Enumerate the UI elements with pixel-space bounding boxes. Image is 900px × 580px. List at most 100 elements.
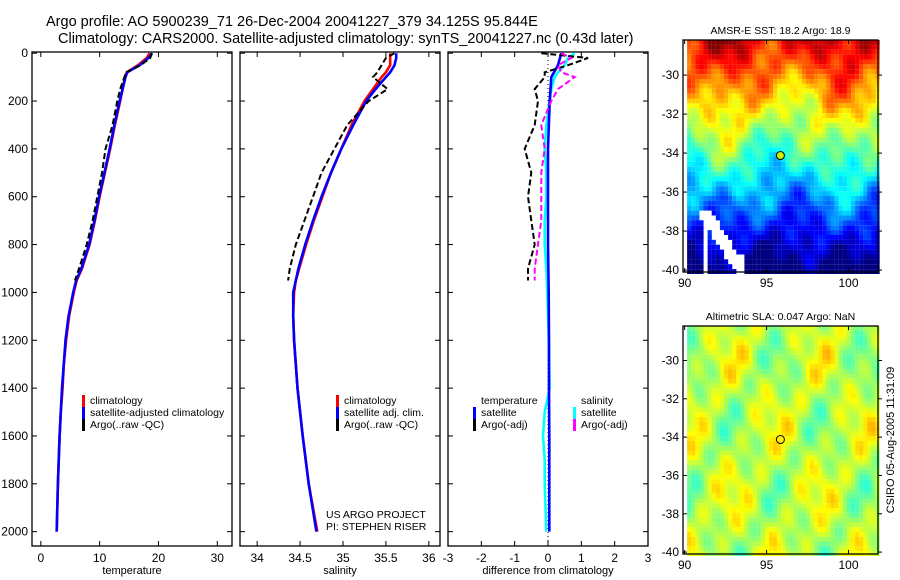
heatmap-cell	[867, 69, 872, 75]
heatmap-cell	[715, 142, 720, 148]
heatmap-cell	[789, 83, 794, 89]
heatmap-cell	[859, 200, 864, 206]
heatmap-cell	[846, 171, 852, 177]
heatmap-cell	[871, 412, 876, 418]
heatmap-cell	[695, 326, 700, 331]
heatmap-cell	[691, 127, 696, 133]
heatmap-cell	[691, 79, 696, 84]
heatmap-cell	[703, 426, 708, 432]
heatmap-cell	[756, 512, 761, 518]
heatmap-cell	[789, 364, 794, 370]
heatmap-cell	[719, 330, 725, 336]
heatmap-cell	[728, 464, 733, 470]
heatmap-cell	[793, 431, 798, 437]
heatmap-cell	[728, 488, 733, 494]
heatmap-cell	[826, 244, 831, 250]
heatmap-cell	[838, 64, 843, 70]
heatmap-cell	[863, 417, 868, 422]
heatmap-cell	[805, 200, 811, 206]
heatmap-cell	[801, 330, 806, 336]
heatmap-cell	[687, 239, 692, 245]
heatmap-cell	[711, 412, 716, 418]
heatmap-cell	[814, 469, 819, 475]
heatmap-cell	[859, 464, 864, 470]
heatmap-cell	[793, 239, 798, 245]
heatmap-cell	[756, 157, 761, 162]
heatmap-cell	[842, 546, 847, 552]
heatmap-cell	[789, 330, 794, 336]
heatmap-cell	[711, 450, 716, 456]
heatmap-cell	[707, 335, 712, 341]
heatmap-cell	[715, 450, 720, 456]
heatmap-cell	[793, 503, 798, 509]
heatmap-cell	[855, 147, 860, 153]
heatmap-cell	[744, 93, 749, 99]
heatmap-cell	[797, 137, 802, 143]
heatmap-cell	[867, 402, 872, 408]
heatmap-cell	[805, 239, 811, 245]
heatmap-cell	[748, 122, 753, 128]
heatmap-cell	[732, 393, 737, 398]
heatmap-cell	[855, 484, 860, 489]
heatmap-cell	[867, 79, 872, 84]
heatmap-cell	[867, 464, 872, 470]
heatmap-cell	[863, 254, 868, 260]
heatmap-cell	[769, 488, 774, 494]
heatmap-cell	[728, 215, 733, 221]
heatmap-cell	[687, 532, 692, 537]
heatmap-cell	[867, 412, 872, 418]
heatmap-cell	[699, 536, 704, 542]
heatmap-cell	[748, 426, 753, 432]
heatmap-cell	[699, 441, 704, 446]
heatmap-cell	[744, 335, 749, 341]
heatmap-cell	[691, 64, 696, 70]
heatmap-cell	[781, 455, 786, 461]
heatmap-cell	[707, 83, 712, 89]
heatmap-cell	[769, 407, 774, 413]
heatmap-cell	[826, 364, 831, 370]
heatmap-cell	[773, 354, 778, 360]
heatmap-cell	[760, 469, 765, 475]
heatmap-cell	[863, 436, 868, 442]
heatmap-cell	[805, 225, 811, 231]
heatmap-cell	[736, 157, 741, 162]
heatmap-cell	[793, 364, 798, 370]
heatmap-cell	[834, 388, 839, 394]
heatmap-cell	[777, 166, 782, 172]
heatmap-cell	[715, 498, 720, 504]
heatmap-cell	[711, 64, 716, 70]
heatmap-cell	[760, 421, 765, 427]
heatmap-cell	[715, 460, 720, 465]
heatmap-cell	[756, 69, 761, 75]
heatmap-cell	[740, 532, 745, 537]
heatmap-cell	[822, 205, 827, 211]
heatmap-cell	[859, 407, 864, 413]
heatmap-cell	[859, 122, 864, 128]
heatmap-cell	[789, 532, 794, 537]
heatmap-cell	[699, 349, 704, 355]
heatmap-cell	[830, 455, 835, 461]
heatmap-cell	[834, 98, 839, 104]
series-line-temperature-argo-adj-	[523, 52, 589, 281]
heatmap-cell	[691, 74, 696, 79]
heatmap-cell	[777, 215, 782, 221]
heatmap-cell	[756, 450, 761, 456]
heatmap-cell	[756, 44, 761, 50]
heatmap-cell	[814, 464, 819, 470]
heatmap-cell	[805, 498, 811, 504]
heatmap-cell	[699, 426, 704, 432]
heatmap-cell	[822, 536, 827, 542]
heatmap-cell	[756, 393, 761, 398]
heatmap-cell	[773, 244, 778, 250]
heatmap-cell	[851, 479, 856, 485]
heatmap-cell	[707, 54, 712, 60]
heatmap-cell	[699, 527, 704, 533]
heatmap-cell	[814, 378, 819, 384]
heatmap-cell	[814, 98, 819, 104]
heatmap-cell	[814, 88, 819, 94]
heatmap-cell	[797, 450, 802, 456]
heatmap-cell	[719, 157, 725, 162]
heatmap-cell	[764, 335, 770, 341]
heatmap-cell	[724, 118, 729, 123]
heatmap-cell	[822, 417, 827, 422]
